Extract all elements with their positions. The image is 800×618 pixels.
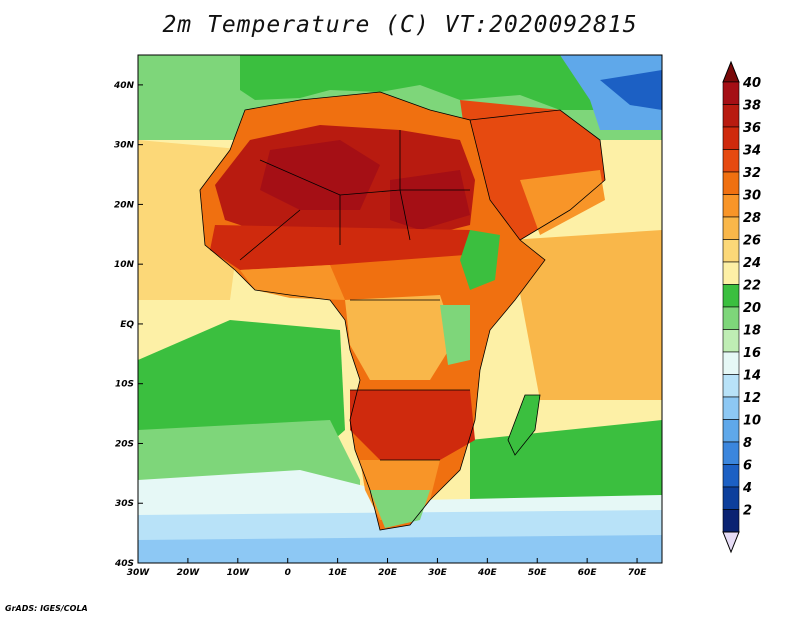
lat-tick-label: 10S xyxy=(115,380,134,390)
coastline-borders xyxy=(199,91,606,531)
colorbar-label: 32 xyxy=(743,166,761,181)
lat-tick-label: 30S xyxy=(115,499,134,509)
lat-tick-label: 20N xyxy=(114,200,135,210)
europe-landmass xyxy=(240,55,662,110)
colorbar-swatch xyxy=(722,419,740,443)
colorbar-label: 8 xyxy=(743,436,752,451)
sahel-hot xyxy=(210,225,470,270)
colorbar-swatch xyxy=(722,486,740,510)
lon-tick-label: 20W xyxy=(177,568,201,578)
lon-tick-label: 20E xyxy=(378,568,398,578)
temperature-field xyxy=(138,55,662,563)
lat-tick-label: 40S xyxy=(114,559,134,569)
arabia-coastline xyxy=(469,109,606,241)
colorbar-bottom-arrow xyxy=(722,531,740,554)
arabia-south-warm xyxy=(520,170,605,235)
madagascar xyxy=(508,395,540,455)
lat-axis: 40N 30N 20N 10N EQ 10S 20S 30S 40S xyxy=(113,81,143,569)
southern-africa-hot xyxy=(350,390,475,460)
colorbar-label: 12 xyxy=(743,391,761,406)
colorbar-swatch xyxy=(722,441,740,465)
colorbar: 40 38 36 34 32 30 28 26 24 22 20 18 16 14 12 10 8 6 4 2 xyxy=(722,60,761,554)
lon-tick-label: 10W xyxy=(227,568,251,578)
colorbar-label: 26 xyxy=(743,234,761,249)
lon-tick-label: 50E xyxy=(528,568,548,578)
colorbar-label: 14 xyxy=(743,369,761,384)
map-frame xyxy=(137,54,663,564)
colorbar-label: 28 xyxy=(743,211,761,226)
colorbar-swatch xyxy=(722,329,740,353)
east-africa-highland xyxy=(440,305,470,365)
ethiopian-highlands xyxy=(460,230,500,290)
colorbar-swatch xyxy=(722,149,740,173)
asia-cold-region xyxy=(560,55,662,130)
colorbar-swatch xyxy=(722,171,740,195)
colorbar-label: 36 xyxy=(743,121,761,136)
colorbar-label: 30 xyxy=(743,189,761,204)
lon-tick-label: 30E xyxy=(428,568,448,578)
colorbar-label: 38 xyxy=(743,99,761,114)
lat-tick-label: 20S xyxy=(115,439,134,449)
colorbar-top-arrow xyxy=(722,60,740,83)
colorbar-label: 22 xyxy=(743,279,761,294)
sahara-hottest xyxy=(260,140,380,210)
lon-axis: 30W 20W 10W 0 10E 20E 30E 40E 50E 60E 70E xyxy=(127,558,647,578)
colorbar-swatch xyxy=(722,261,740,285)
ocean-colder-south xyxy=(138,535,662,563)
country-borders xyxy=(239,130,470,461)
colorbar-swatch xyxy=(722,464,740,488)
colorbar-swatch xyxy=(722,194,740,218)
colorbar-swatch xyxy=(722,216,740,240)
asia-highland xyxy=(600,70,662,110)
madagascar-coastline xyxy=(507,394,541,456)
colorbar-swatch xyxy=(722,351,740,375)
colorbar-swatch xyxy=(722,284,740,308)
colorbar-swatch xyxy=(722,126,740,150)
colorbar-swatch xyxy=(722,509,740,533)
lon-tick-label: 0 xyxy=(285,568,291,578)
africa-coastline xyxy=(199,91,546,531)
colorbar-swatch xyxy=(722,239,740,263)
grads-credit: GrADS: IGES/COLA xyxy=(5,604,88,613)
lat-tick-label: EQ xyxy=(120,320,134,330)
lon-tick-label: 30W xyxy=(127,568,151,578)
central-africa-warm xyxy=(345,295,455,380)
lon-tick-label: 60E xyxy=(578,568,598,578)
colorbar-label: 6 xyxy=(743,459,752,474)
colorbar-label: 10 xyxy=(743,414,761,429)
colorbar-label: 2 xyxy=(743,504,752,519)
colorbar-swatch xyxy=(722,81,740,105)
lat-tick-label: 40N xyxy=(113,81,135,91)
lon-tick-label: 70E xyxy=(628,568,648,578)
colorbar-label: 4 xyxy=(742,481,752,496)
lon-tick-label: 10E xyxy=(328,568,348,578)
lon-tick-label: 40E xyxy=(477,568,498,578)
colorbar-swatch xyxy=(722,374,740,398)
lat-tick-label: 10N xyxy=(114,260,135,270)
colorbar-label: 16 xyxy=(743,346,761,361)
lat-tick-label: 30N xyxy=(114,141,135,151)
colorbar-label: 34 xyxy=(743,144,761,159)
colorbar-swatch xyxy=(722,104,740,128)
map-title: 2m Temperature (C) VT:2020092815 xyxy=(162,12,638,38)
colorbar-label: 40 xyxy=(742,76,761,91)
colorbar-label: 24 xyxy=(743,256,761,271)
sudan-hottest xyxy=(390,170,470,230)
ocean-indian-warm xyxy=(510,230,662,400)
colorbar-label: 18 xyxy=(743,324,761,339)
colorbar-label: 20 xyxy=(743,301,761,316)
colorbar-swatch xyxy=(722,306,740,330)
colorbar-swatch xyxy=(722,396,740,420)
